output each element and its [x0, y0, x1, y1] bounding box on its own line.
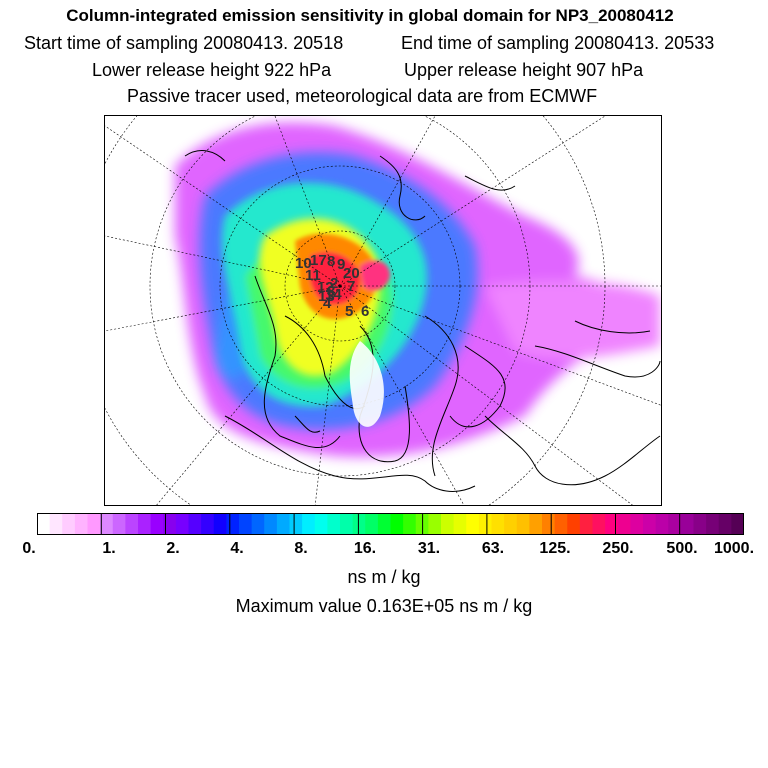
colorbar-cell	[441, 513, 455, 535]
lower-height-label: Lower release height 922 hPa	[92, 60, 332, 80]
colorbar-cell	[302, 513, 316, 535]
track-label: 6	[361, 303, 369, 320]
colorbar-cell	[718, 513, 732, 535]
colorbar-cell	[100, 513, 114, 535]
colorbar-cell	[49, 513, 63, 535]
colorbar-cell	[264, 513, 278, 535]
colorbar-cell	[112, 513, 126, 535]
colorbar-tick: 31.	[417, 540, 441, 557]
track-label: 9	[337, 256, 345, 273]
colorbar-cell	[390, 513, 404, 535]
colorbar-cell	[163, 513, 177, 535]
colorbar-cell	[251, 513, 265, 535]
colorbar-cell	[239, 513, 253, 535]
track-label: 11	[305, 267, 321, 284]
colorbar-cell	[289, 513, 303, 535]
plot-title: Column-integrated emission sensitivity i…	[66, 6, 674, 25]
track-label: 5	[345, 303, 353, 320]
tracer-note: Passive tracer used, meteorological data…	[127, 86, 598, 106]
colorbar-cell	[74, 513, 89, 535]
colorbar-tick: 4.	[230, 540, 244, 557]
graticule	[105, 116, 661, 505]
colorbar-cell	[617, 513, 631, 535]
end-time-label: End time of sampling 20080413. 20533	[401, 33, 715, 53]
colorbar-cell	[340, 513, 354, 535]
colorbar-cell	[201, 513, 215, 535]
track-label: 3	[327, 283, 335, 300]
track-label: 8	[327, 253, 335, 270]
colorbar-cell	[668, 513, 682, 535]
upper-height-label: Upper release height 907 hPa	[404, 60, 644, 80]
colorbar-cell	[630, 513, 644, 535]
max-value-label: Maximum value 0.163E+05 ns m / kg	[235, 596, 533, 616]
colorbar-cell	[37, 513, 51, 535]
colorbar-cell	[680, 513, 695, 535]
colorbar-cell	[466, 513, 480, 535]
colorbar-cell	[62, 513, 76, 535]
colorbar-cell	[87, 513, 101, 535]
track-label: 17	[310, 252, 327, 269]
colorbar-cell	[175, 513, 190, 535]
colorbar-cell	[731, 513, 744, 535]
colorbar-cell	[428, 513, 442, 535]
colorbar-cell	[605, 513, 619, 535]
colorbar-cell	[706, 513, 720, 535]
colorbar-tick: 8.	[294, 540, 308, 557]
colorbar-cell	[327, 513, 341, 535]
colorbar-cell	[226, 513, 240, 535]
colorbar-cell	[478, 513, 493, 535]
colorbar-cell	[365, 513, 379, 535]
track-label: 13	[318, 288, 335, 305]
track-label: 10	[295, 255, 312, 272]
colorbar-cell	[504, 513, 518, 535]
track-labels: 10 17 8 9 20 11 12 13 14 5 4 3 2 7 6	[295, 252, 369, 320]
colorbar-tick: 16.	[353, 540, 377, 557]
blank-region	[349, 341, 384, 427]
colorbar-cell	[693, 513, 707, 535]
track-label: 7	[347, 278, 355, 295]
colorbar-tick: 250.	[602, 540, 634, 557]
colorbar-cell	[554, 513, 568, 535]
track-label: 20	[343, 265, 360, 282]
track-label: 4	[323, 295, 332, 312]
colorbar-cell	[491, 513, 505, 535]
colorbar-cell	[276, 513, 291, 535]
colorbar-tick: 63.	[481, 540, 505, 557]
map-panel: 10 17 8 9 20 11 12 13 14 5 4 3 2 7 6	[104, 115, 662, 506]
colorbar-tick: 125.	[539, 540, 571, 557]
colorbar-cell	[150, 513, 164, 535]
colorbar-cell	[352, 513, 366, 535]
units-label: ns m / kg	[347, 567, 421, 587]
colorbar-cell	[579, 513, 594, 535]
colorbar-cell	[125, 513, 139, 535]
colorbar-cell	[529, 513, 543, 535]
colorbar-cell	[314, 513, 328, 535]
track-label: 12	[317, 279, 334, 296]
colorbar-cell	[592, 513, 606, 535]
sensitivity-map: 10 17 8 9 20 11 12 13 14 5 4 3 2 7 6	[105, 116, 661, 505]
colorbar	[37, 513, 744, 535]
colorbar-cell	[567, 513, 581, 535]
colorbar-cell	[542, 513, 556, 535]
track-label: 14	[325, 286, 342, 303]
colorbar-cell	[516, 513, 530, 535]
colorbar-cell	[213, 513, 227, 535]
colorbar-cell	[403, 513, 417, 535]
colorbar-tick: 500.	[666, 540, 698, 557]
start-time-label: Start time of sampling 20080413. 20518	[24, 33, 344, 53]
track-label: 2	[330, 275, 338, 292]
colorbar-cell	[377, 513, 392, 535]
colorbar-cell	[643, 513, 657, 535]
colorbar-tick: 1000.	[713, 540, 755, 557]
colorbar-cell	[453, 513, 467, 535]
colorbar-tick: 0.	[22, 540, 36, 557]
coastlines	[184, 150, 661, 492]
colorbar-tick: 2.	[166, 540, 180, 557]
colorbar-cell	[138, 513, 152, 535]
colorbar-cell	[655, 513, 669, 535]
colorbar-cell	[188, 513, 202, 535]
colorbar-tick: 1.	[102, 540, 116, 557]
